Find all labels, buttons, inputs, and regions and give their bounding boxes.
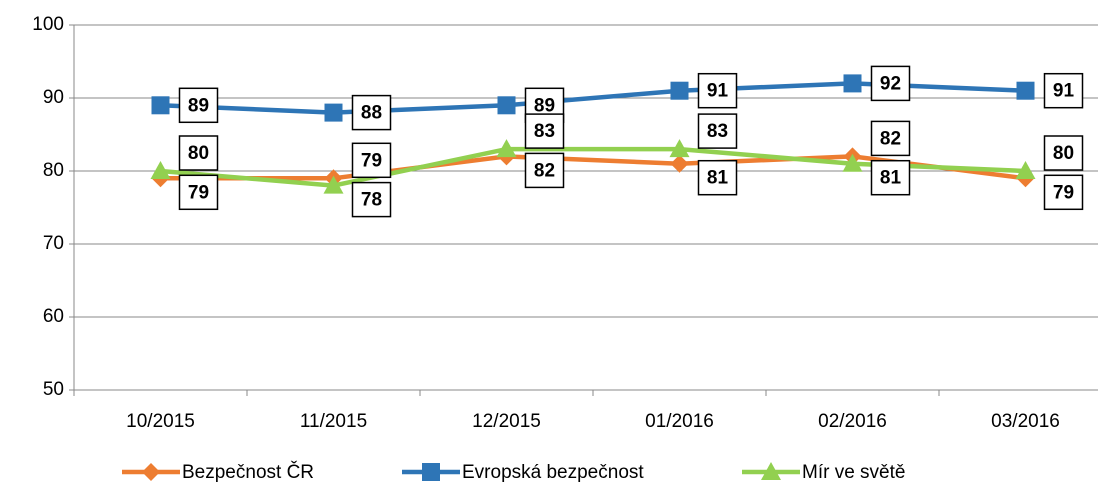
x-tick-label: 10/2015 bbox=[126, 411, 195, 432]
label-box bbox=[524, 152, 565, 189]
label-box bbox=[351, 142, 392, 179]
marker bbox=[496, 139, 517, 158]
data-label: 79 bbox=[361, 150, 382, 171]
label-box bbox=[697, 113, 738, 149]
marker bbox=[670, 81, 689, 100]
marker bbox=[324, 103, 343, 122]
label-box bbox=[524, 113, 565, 149]
data-label: 82 bbox=[534, 160, 555, 181]
legend-marker bbox=[142, 463, 160, 481]
data-label: 83 bbox=[534, 121, 555, 142]
label-box bbox=[178, 87, 219, 124]
data-label: 82 bbox=[880, 128, 901, 149]
y-tick-label: 70 bbox=[43, 233, 64, 254]
marker bbox=[1016, 81, 1035, 100]
label-box bbox=[351, 181, 392, 218]
y-tick-label: 60 bbox=[43, 306, 64, 327]
label-box bbox=[1043, 135, 1084, 171]
legend-label: Bezpečnost ČR bbox=[182, 461, 314, 483]
x-tick-label: 01/2016 bbox=[645, 411, 714, 432]
label-box bbox=[870, 120, 911, 157]
marker bbox=[669, 139, 690, 158]
data-label: 80 bbox=[188, 143, 209, 164]
label-box bbox=[351, 94, 392, 131]
data-label: 88 bbox=[361, 103, 382, 124]
label-box bbox=[697, 159, 738, 196]
x-tick-label: 12/2015 bbox=[472, 411, 541, 432]
legend-label: Mír ve světě bbox=[802, 462, 905, 483]
marker bbox=[670, 154, 689, 173]
label-box bbox=[178, 174, 219, 211]
legend-marker bbox=[422, 463, 440, 481]
data-label: 81 bbox=[880, 168, 902, 189]
marker bbox=[1015, 161, 1036, 179]
label-box bbox=[697, 72, 738, 109]
legend-marker bbox=[761, 462, 781, 480]
data-label: 83 bbox=[707, 121, 728, 142]
label-box bbox=[870, 65, 911, 102]
data-label: 91 bbox=[1053, 81, 1075, 102]
x-tick-label: 11/2015 bbox=[300, 411, 367, 432]
marker bbox=[843, 74, 862, 93]
marker bbox=[497, 96, 516, 115]
marker bbox=[323, 175, 344, 194]
y-tick-label: 90 bbox=[43, 87, 64, 108]
data-label: 81 bbox=[707, 168, 729, 189]
marker bbox=[150, 161, 171, 179]
data-label: 79 bbox=[1053, 182, 1074, 203]
label-box bbox=[178, 135, 219, 171]
x-tick-label: 03/2016 bbox=[991, 411, 1060, 432]
y-tick-label: 50 bbox=[43, 379, 64, 400]
data-label: 78 bbox=[361, 190, 382, 211]
data-label: 89 bbox=[534, 95, 555, 116]
data-label: 80 bbox=[1053, 143, 1074, 164]
y-tick-label: 100 bbox=[32, 14, 64, 35]
y-tick-label: 80 bbox=[43, 160, 64, 181]
legend-label: Evropská bezpečnost bbox=[462, 462, 644, 483]
data-label: 91 bbox=[707, 81, 729, 102]
data-label: 89 bbox=[188, 95, 209, 116]
data-label: 92 bbox=[880, 73, 901, 94]
marker bbox=[151, 96, 170, 115]
marker bbox=[842, 153, 863, 172]
label-box bbox=[1043, 72, 1084, 109]
data-label: 79 bbox=[188, 182, 209, 203]
x-tick-label: 02/2016 bbox=[818, 411, 887, 432]
label-box bbox=[1043, 174, 1084, 211]
label-box bbox=[870, 159, 911, 196]
